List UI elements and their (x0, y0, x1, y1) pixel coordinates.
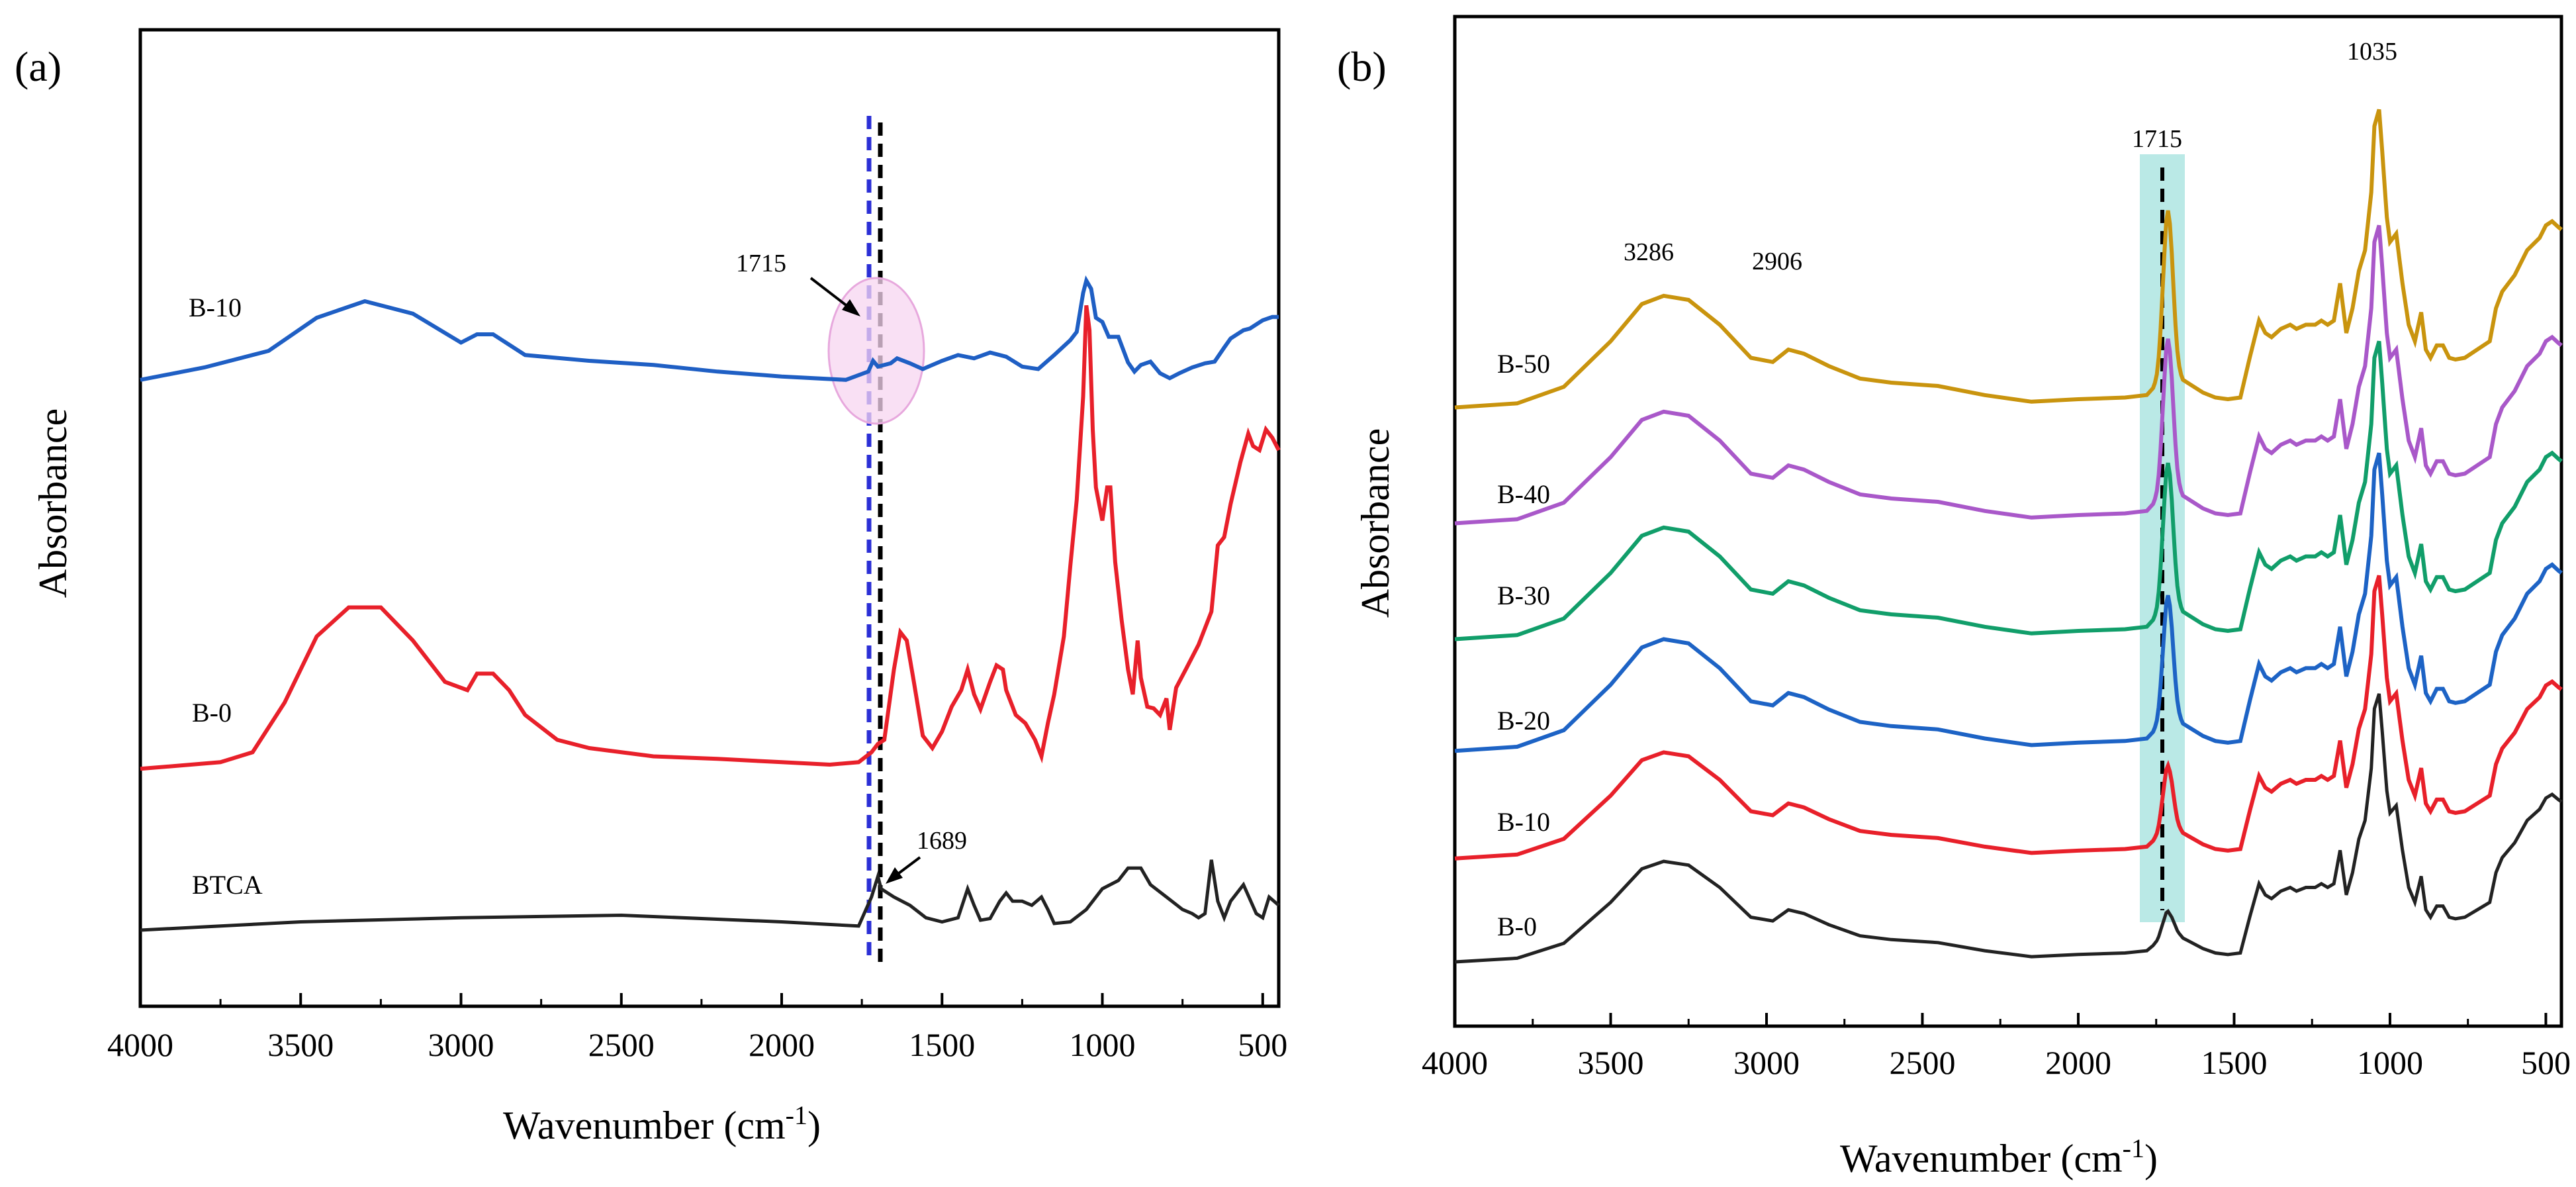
x-tick-label: 4000 (107, 1026, 173, 1063)
x-tick-label: 1500 (909, 1026, 975, 1063)
y-axis-title-a: Absorbance (31, 408, 75, 598)
series-line-b-50 (1454, 109, 2563, 410)
x-tick-label: 3500 (267, 1026, 334, 1063)
x-tick-label: 3000 (428, 1026, 494, 1063)
annotation-1715-b: 1715 (2132, 125, 2182, 153)
x-tick-label: 500 (2521, 1044, 2571, 1081)
annotation-3286: 3286 (1624, 238, 1674, 266)
series-line-b-10 (140, 275, 1279, 382)
series-line-btca (140, 859, 1280, 932)
series-line-b-0 (1454, 693, 2563, 964)
panel-b: (b) B-50 B-40 B-30 B-20 B-10 B-0 3286 29… (1337, 15, 2571, 1180)
annotation-1035: 1035 (2347, 38, 2397, 66)
annotation-2906: 2906 (1752, 248, 1802, 275)
series-label-b-30: B-30 (1497, 581, 1550, 610)
arrowhead-1689 (886, 867, 903, 884)
series-label-b-0: B-0 (192, 698, 232, 728)
x-tick-label: 2000 (2045, 1044, 2111, 1081)
panel-label-b: (b) (1337, 43, 1387, 90)
x-tick-label: 500 (1238, 1026, 1287, 1063)
series-label-b-50: B-50 (1497, 349, 1550, 379)
series-line-b-30 (1454, 340, 2563, 641)
x-axis-title-a: Wavenumber (cm-1) (503, 1100, 821, 1147)
y-axis-title-b: Absorbance (1354, 428, 1397, 618)
plot-frame-a (138, 28, 1281, 1008)
annotation-1689: 1689 (917, 827, 967, 855)
highlight-ellipse-1715 (827, 277, 925, 425)
panel-a: (a) B-10 B-0 BTCA 1715 1689 4000 3500 3000… (15, 28, 1287, 1147)
series-line-b-40 (1454, 224, 2563, 526)
series-label-b-40: B-40 (1497, 479, 1550, 509)
x-tick-label: 3000 (1733, 1044, 1800, 1081)
series-label-btca: BTCA (192, 870, 263, 900)
series-label-b-0: B-0 (1497, 912, 1537, 941)
series-group-b (1454, 109, 2563, 964)
annotation-1715-a: 1715 (736, 250, 786, 277)
plot-frame-b (1453, 15, 2563, 1028)
x-axis-title-b: Wavenumber (cm-1) (1840, 1133, 2158, 1180)
x-tick-label: 1000 (2357, 1044, 2423, 1081)
x-tick-label: 3500 (1577, 1044, 1643, 1081)
series-label-b-10: B-10 (1497, 807, 1550, 837)
series-line-b-10 (1454, 575, 2563, 861)
x-tick-label: 2500 (1889, 1044, 1955, 1081)
x-axis-ticks-b: 4000 3500 3000 2500 2000 1500 1000 500 (1422, 1013, 2571, 1081)
x-tick-label: 1000 (1070, 1026, 1136, 1063)
series-line-b-0 (140, 305, 1281, 771)
arrowhead-1715-a (842, 299, 860, 316)
x-tick-label: 4000 (1422, 1044, 1488, 1081)
x-tick-label: 2000 (749, 1026, 815, 1063)
panel-label-a: (a) (15, 43, 62, 90)
series-line-b-20 (1454, 452, 2563, 753)
x-axis-ticks-a: 4000 3500 3000 2500 2000 1500 1000 500 (107, 993, 1287, 1063)
series-label-b-20: B-20 (1497, 706, 1550, 736)
x-tick-label: 2500 (588, 1026, 655, 1063)
series-label-b-10: B-10 (189, 293, 242, 322)
x-tick-label: 1500 (2201, 1044, 2267, 1081)
